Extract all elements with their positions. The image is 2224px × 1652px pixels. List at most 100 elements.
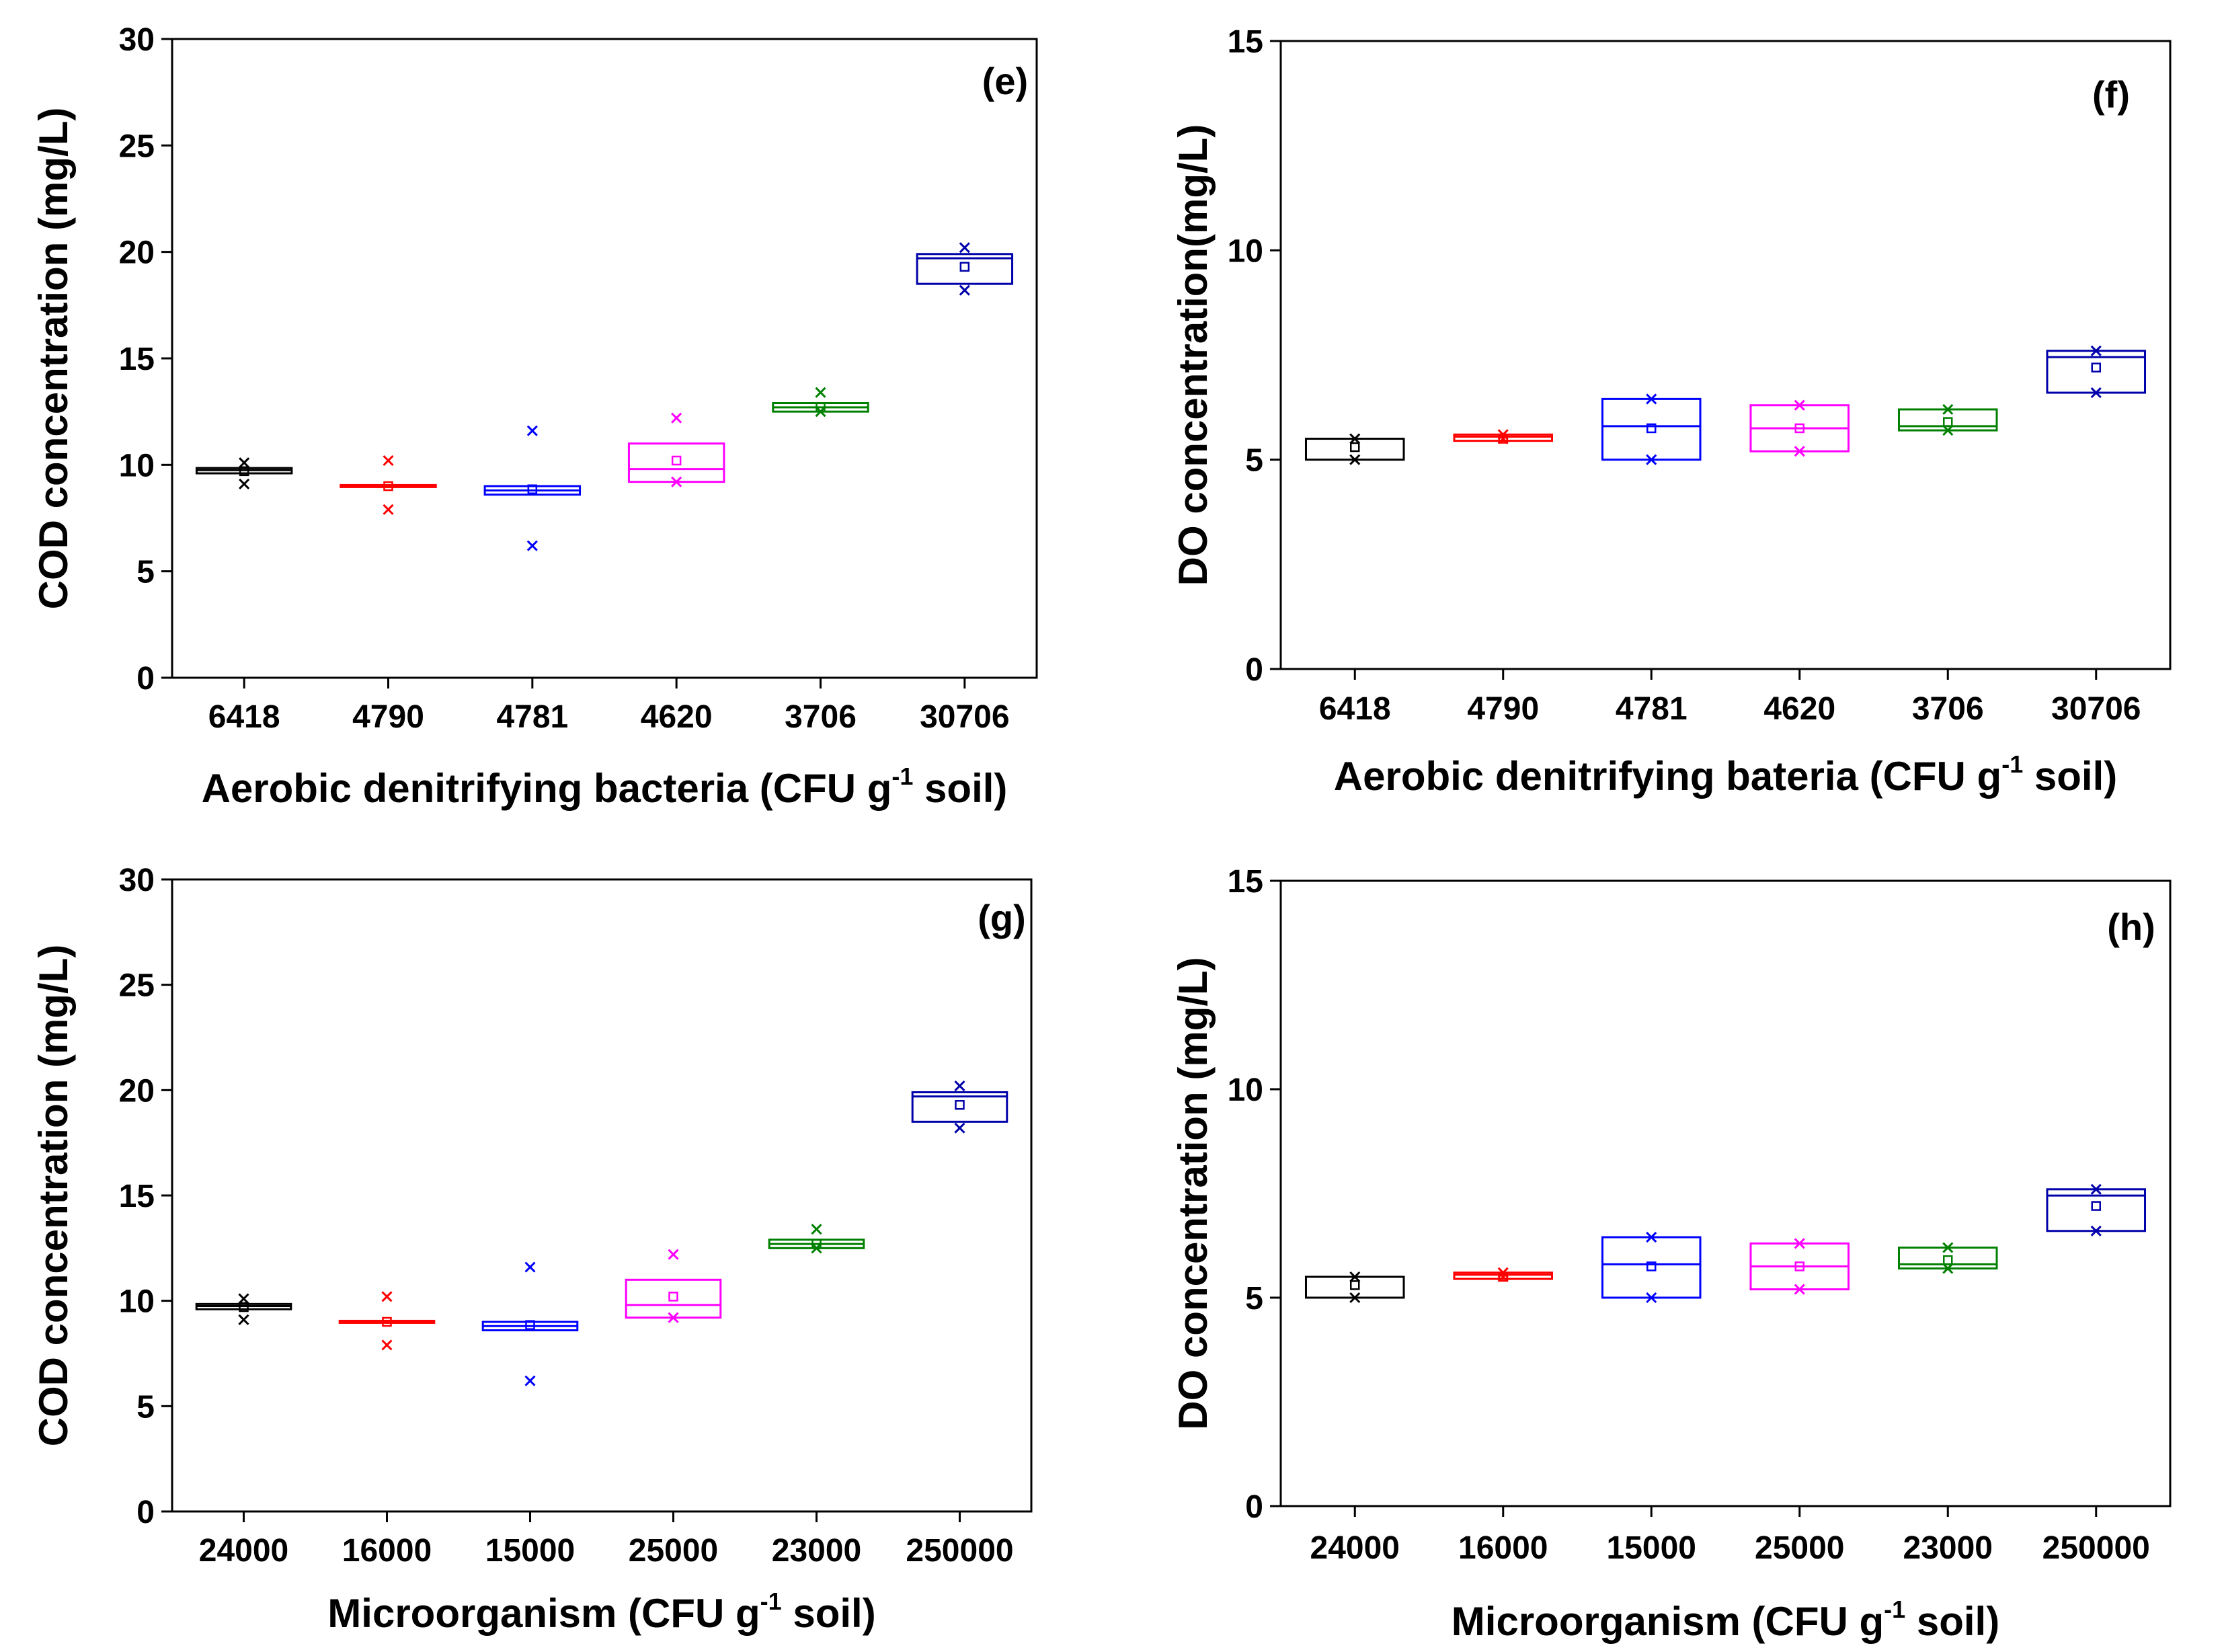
box-25000 bbox=[625, 1249, 722, 1323]
y-tick-label: 10 bbox=[1228, 233, 1263, 269]
box-iqr bbox=[916, 253, 1014, 285]
y-tick-label: 15 bbox=[1228, 864, 1263, 900]
box-mean-marker bbox=[1350, 442, 1360, 453]
plot-frame bbox=[1279, 879, 2172, 1507]
box-4620 bbox=[627, 412, 725, 487]
y-tick-label: 15 bbox=[119, 342, 155, 377]
x-tick-label: 4620 bbox=[641, 699, 713, 735]
x-axis-title-main: Microorganism (CFU g bbox=[327, 1591, 760, 1636]
box-24000 bbox=[195, 1293, 292, 1325]
box-outlier-marker bbox=[383, 504, 394, 515]
box-23000 bbox=[1897, 1242, 1998, 1274]
chart-panel-e: 0 5 10 15 20 25 30 6418 4790 4781 4620 3706 30706 COD… bbox=[31, 22, 1038, 811]
box-outlier-marker bbox=[1646, 454, 1657, 465]
x-tick-label: 24000 bbox=[1310, 1530, 1400, 1566]
box-outlier-marker bbox=[1349, 433, 1361, 444]
x-tick-label: 4620 bbox=[1763, 691, 1835, 727]
chart-panel-h: 0 5 10 15 24000 16000 15000 25000 23000 250000 DO … bbox=[1170, 864, 2172, 1644]
box-23000 bbox=[768, 1224, 865, 1254]
box-outlier-marker bbox=[959, 284, 970, 296]
box-outlier-marker bbox=[811, 1224, 822, 1235]
box-iqr bbox=[911, 1091, 1008, 1123]
x-tick-label: 16000 bbox=[342, 1533, 432, 1569]
box-outlier-marker bbox=[815, 406, 826, 418]
box-24000 bbox=[1304, 1271, 1405, 1304]
x-tick-label: 16000 bbox=[1458, 1530, 1548, 1566]
box-outlier-marker bbox=[238, 1293, 249, 1304]
box-iqr bbox=[1601, 1236, 1702, 1299]
box-outlier-marker bbox=[239, 478, 250, 489]
x-tick-label: 4781 bbox=[496, 699, 568, 735]
box-mean-marker bbox=[2091, 1201, 2101, 1211]
box-mean-marker bbox=[382, 1316, 392, 1327]
box-outlier-marker bbox=[815, 387, 826, 398]
box-mean-marker bbox=[1350, 1280, 1360, 1290]
box-mean-marker bbox=[1646, 423, 1657, 434]
box-outlier-marker bbox=[526, 425, 538, 436]
box-15000 bbox=[481, 1261, 579, 1386]
box-250000 bbox=[2046, 1183, 2147, 1236]
box-outlier-marker bbox=[1497, 433, 1509, 444]
box-outlier-marker bbox=[1497, 429, 1509, 440]
y-tick-label: 0 bbox=[136, 1495, 155, 1530]
x-tick-label: 6418 bbox=[1319, 691, 1391, 727]
box-outlier-marker bbox=[1794, 1284, 1805, 1295]
box-4620 bbox=[1749, 399, 1850, 457]
y-tick-label: 0 bbox=[136, 661, 155, 697]
y-tick-label: 10 bbox=[119, 448, 155, 483]
box-mean-marker bbox=[525, 1320, 535, 1330]
panel-label: (h) bbox=[2107, 906, 2155, 948]
box-outlier-marker bbox=[238, 1314, 249, 1325]
y-tick-label: 10 bbox=[1228, 1072, 1263, 1108]
box-mean-marker bbox=[671, 455, 682, 466]
x-axis-title-sup: -1 bbox=[891, 762, 913, 790]
box-outlier-marker bbox=[2090, 345, 2102, 356]
box-mean-marker bbox=[1794, 423, 1804, 434]
x-axis-title: Microorganism (CFU g-1 soil) bbox=[1452, 1596, 1999, 1644]
box-iqr bbox=[1304, 1275, 1405, 1299]
box-25000 bbox=[1749, 1238, 1850, 1295]
box-16000 bbox=[1453, 1267, 1554, 1283]
y-tick-label: 20 bbox=[119, 1073, 155, 1109]
y-tick-label: 5 bbox=[1245, 1281, 1263, 1316]
box-mean-marker bbox=[1794, 1261, 1804, 1271]
x-tick-label: 25000 bbox=[1755, 1530, 1844, 1566]
y-tick-label: 15 bbox=[119, 1179, 155, 1214]
y-tick-label: 10 bbox=[119, 1284, 155, 1320]
y-axis-title: DO concentration(mg/L) bbox=[1170, 124, 1216, 586]
y-tick-label: 30 bbox=[119, 22, 155, 58]
x-axis-title: Aerobic denitrifying bacteria (CFU g-1 s… bbox=[202, 762, 1008, 811]
box-mean-marker bbox=[239, 1302, 249, 1312]
box-outlier-marker bbox=[1794, 446, 1805, 457]
box-outlier-marker bbox=[1349, 1271, 1361, 1283]
x-tick-label: 15000 bbox=[485, 1533, 575, 1569]
box-outlier-marker bbox=[668, 1249, 679, 1260]
box-iqr bbox=[1897, 1247, 1998, 1270]
x-axis-title: Aerobic denitrifying bateria (CFU g-1 so… bbox=[1334, 750, 2117, 799]
x-tick-label: 23000 bbox=[1903, 1530, 1993, 1566]
x-tick-label: 30706 bbox=[2051, 691, 2141, 727]
box-outlier-marker bbox=[524, 1375, 536, 1386]
y-tick-label: 5 bbox=[136, 1389, 155, 1425]
box-4781 bbox=[483, 425, 582, 551]
x-axis-title-tail: soil) bbox=[913, 766, 1007, 811]
box-outlier-marker bbox=[2090, 1183, 2102, 1195]
box-outlier-marker bbox=[954, 1080, 965, 1092]
x-tick-label: 23000 bbox=[772, 1533, 861, 1569]
x-tick-label: 3706 bbox=[1912, 691, 1984, 727]
x-tick-label: 3706 bbox=[785, 699, 857, 735]
y-tick-label: 25 bbox=[119, 968, 155, 1004]
plot-frame bbox=[1279, 40, 2172, 670]
y-tick-label: 30 bbox=[119, 863, 155, 898]
box-4790 bbox=[340, 455, 437, 515]
y-tick-label: 5 bbox=[1245, 443, 1263, 479]
box-outlier-marker bbox=[1646, 393, 1657, 405]
x-tick-label: 4790 bbox=[1467, 691, 1539, 727]
x-tick-label: 15000 bbox=[1607, 1530, 1696, 1566]
x-tick-label: 250000 bbox=[2042, 1530, 2150, 1566]
box-outlier-marker bbox=[1646, 1292, 1657, 1304]
x-tick-label: 25000 bbox=[629, 1533, 718, 1569]
x-tick-label: 30706 bbox=[920, 699, 1009, 735]
box-4781 bbox=[1601, 393, 1702, 465]
